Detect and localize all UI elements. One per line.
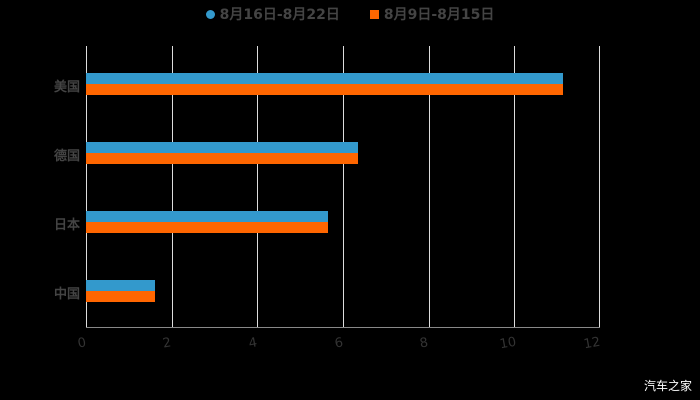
bar-japan-series-1[interactable]: [86, 211, 328, 222]
category-label: 日本: [53, 218, 80, 233]
bar-japan-series-2[interactable]: [86, 222, 328, 233]
x-tick-label: 4: [247, 335, 259, 352]
bar-germany-series-1[interactable]: [86, 142, 358, 153]
legend-item-series-2[interactable]: 8月9日-8月15日: [369, 4, 495, 24]
gridline: [86, 46, 87, 328]
category-label: 德国: [53, 149, 80, 164]
bar-germany-series-2[interactable]: [86, 153, 358, 164]
category-label: 美国: [53, 80, 80, 95]
gridline: [514, 46, 516, 328]
plot-area: [86, 46, 600, 328]
legend-label: 8月9日-8月15日: [383, 7, 495, 23]
x-tick-label: 6: [333, 335, 345, 352]
legend-item-series-1[interactable]: 8月16日-8月22日: [205, 4, 340, 24]
legend: 8月16日-8月22日 8月9日-8月15日: [0, 4, 700, 24]
gridline: [428, 46, 430, 328]
x-tick-label: 0: [76, 335, 88, 352]
x-tick-label: 8: [418, 335, 430, 352]
watermark: 汽车之家: [643, 379, 692, 393]
bar-china-series-1[interactable]: [86, 280, 155, 291]
gridline: [343, 46, 344, 328]
x-tick-label: 2: [161, 335, 173, 352]
legend-label: 8月16日-8月22日: [219, 7, 340, 23]
gridline: [171, 46, 173, 328]
x-tick-label: 12: [582, 334, 602, 353]
category-label: 中国: [53, 287, 80, 302]
bar-usa-series-1[interactable]: [86, 73, 563, 84]
gridline: [257, 46, 259, 328]
x-tick-label: 10: [498, 334, 518, 353]
legend-square-icon: [369, 9, 379, 19]
bar-china-series-2[interactable]: [86, 291, 155, 302]
bar-usa-series-2[interactable]: [86, 84, 563, 95]
legend-dot-icon: [205, 9, 215, 19]
x-axis-line: [86, 327, 600, 328]
gridline: [599, 46, 600, 328]
